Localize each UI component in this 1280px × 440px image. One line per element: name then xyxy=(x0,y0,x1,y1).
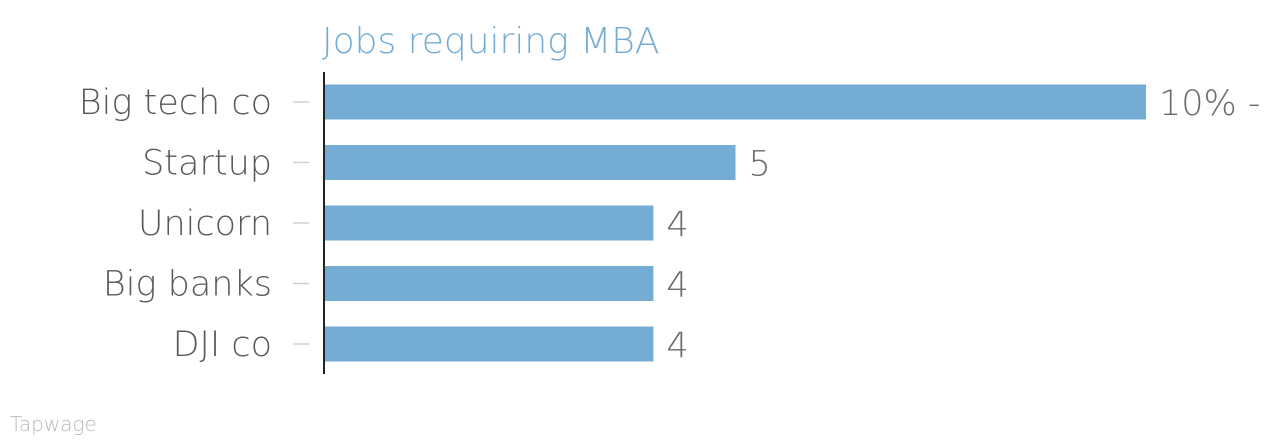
value-label-3: 4 xyxy=(666,266,688,306)
value-label-1: 5 xyxy=(749,145,771,185)
category-label-1: Startup xyxy=(142,144,272,184)
bar-0 xyxy=(325,84,1146,120)
source-credit: Tapwage xyxy=(10,412,97,436)
category-label-2: Unicorn xyxy=(138,204,272,244)
value-label-0: 10% - xyxy=(1159,84,1261,124)
value-label-4: 4 xyxy=(666,326,688,366)
bar-1 xyxy=(325,145,736,180)
bar-4 xyxy=(325,326,654,362)
bars-layer: Big tech co 10% - Startup 5 Unicorn 4 Big bank… xyxy=(79,83,1261,366)
category-label-0: Big tech co xyxy=(79,83,272,123)
bar-2 xyxy=(325,205,654,241)
chart-title: Jobs requiring MBA xyxy=(322,21,659,62)
category-label-4: DJI co xyxy=(173,325,272,365)
bar-3 xyxy=(325,266,654,301)
value-label-2: 4 xyxy=(666,205,688,245)
category-label-3: Big banks xyxy=(103,265,272,305)
